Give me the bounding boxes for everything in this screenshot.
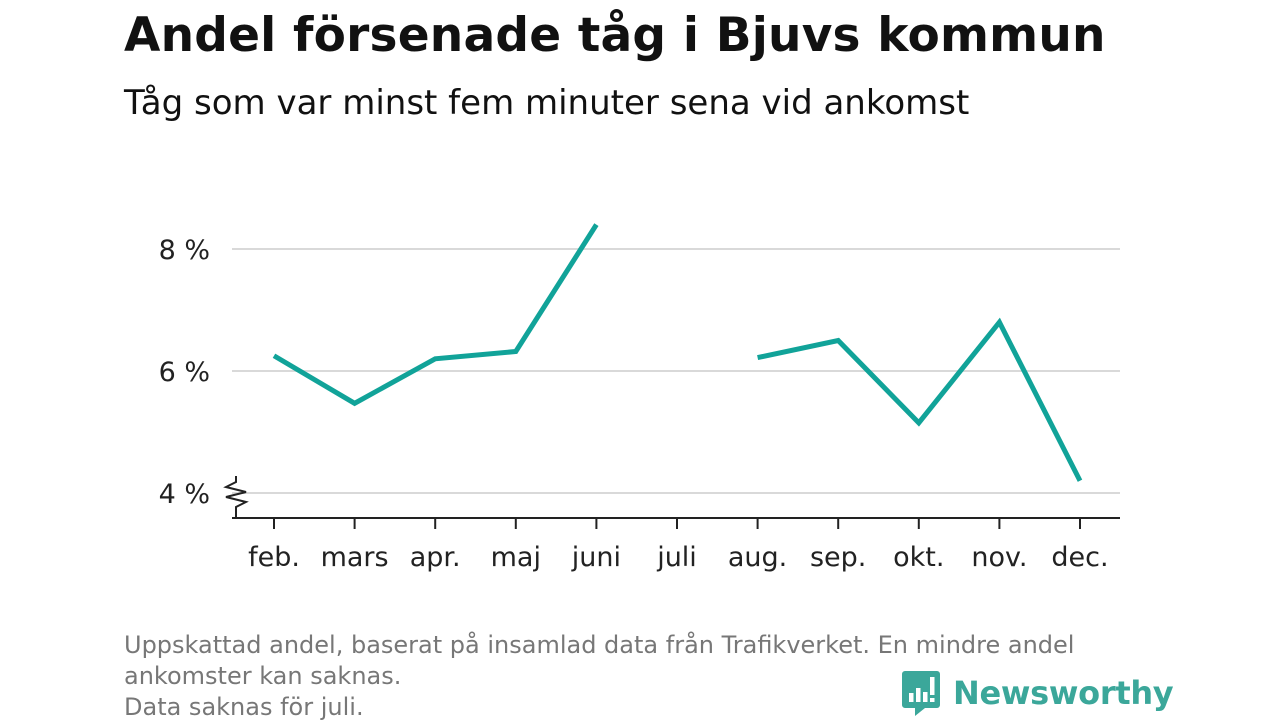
x-tick-label: okt. — [893, 542, 944, 573]
x-tick-label: apr. — [410, 542, 461, 573]
series-lines — [272, 223, 1083, 482]
footnote-line: ankomster kan saknas. — [124, 662, 402, 690]
x-tick-label: juli — [656, 542, 697, 573]
y-tick-label: 8 % — [159, 235, 210, 266]
x-axis-ticks: feb. mars apr. maj juni juli aug. sep. okt. nov. d… — [248, 518, 1109, 573]
series-line-segment — [757, 317, 1083, 482]
y-axis-ticks: 4 % 6 % 8 % — [159, 235, 210, 510]
x-tick-label: juni — [571, 542, 621, 573]
series-line-segment — [272, 223, 599, 407]
brand-name: Newsworthy — [953, 674, 1174, 712]
x-tick-label: maj — [491, 542, 541, 573]
chart-subtitle: Tåg som var minst fem minuter sena vid a… — [124, 83, 970, 123]
x-tick-label: dec. — [1051, 542, 1108, 573]
axis-break-marker — [223, 476, 249, 517]
footnote-line: Uppskattad andel, baserat på insamlad da… — [124, 631, 1075, 659]
footnote-line: Data saknas för juli. — [124, 693, 364, 721]
x-tick-label: sep. — [810, 542, 866, 573]
chart-title: Andel försenade tåg i Bjuvs kommun — [124, 8, 1106, 63]
x-tick-label: mars — [321, 542, 389, 573]
x-tick-label: nov. — [971, 542, 1027, 573]
x-axis — [223, 476, 1120, 519]
x-tick-label: aug. — [728, 542, 787, 573]
gridlines — [232, 248, 1120, 494]
x-tick-label: feb. — [248, 542, 300, 573]
brand-logo: Newsworthy — [901, 670, 1174, 716]
line-chart: 4 % 6 % 8 % feb. mars apr. maj juni juli aug. sep… — [159, 223, 1120, 573]
newsworthy-logo-icon — [902, 671, 940, 716]
y-tick-label: 6 % — [159, 357, 210, 388]
y-tick-label: 4 % — [159, 479, 210, 510]
chart-footnote: Uppskattad andel, baserat på insamlad da… — [124, 630, 1164, 723]
